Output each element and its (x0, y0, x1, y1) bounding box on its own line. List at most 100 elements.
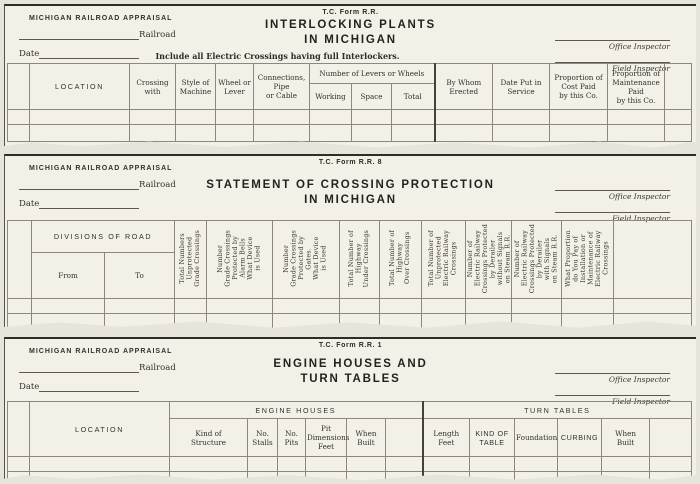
empty-cell (492, 109, 551, 125)
col-proportion-maintenance: Proportion of Maintenance Paid by this C… (607, 63, 666, 110)
col-crossings-protected-alarm-bells: Number Grade Crossings Protected by Alar… (206, 220, 274, 299)
form-title: INTERLOCKING PLANTS IN MICHIGAN (265, 19, 436, 46)
empty-cell (514, 471, 559, 481)
empty-cell (511, 298, 563, 314)
field-inspector-line (555, 54, 670, 63)
empty-cell (215, 124, 254, 142)
col-style-of-machine: Style of Machine (175, 63, 216, 110)
form-number: T.C. Form R.R. (322, 9, 379, 16)
group-turn-tables: TURN TABLES (421, 401, 693, 419)
empty-cell (549, 109, 609, 125)
empty-cell (469, 456, 516, 472)
empty-cell (379, 313, 423, 328)
empty-cell (103, 313, 176, 328)
empty-cell (29, 109, 130, 125)
empty-cell (549, 124, 609, 142)
empty-cell (31, 298, 105, 314)
empty-cell (421, 298, 467, 314)
office-inspector-signature: Office Inspector (510, 355, 670, 384)
empty-cell (601, 471, 651, 481)
empty-cell (7, 109, 30, 125)
office-inspector-signature: Office Inspector (510, 172, 670, 201)
empty-cell (346, 471, 386, 481)
col-kind-of-table: KIND OF TABLE (469, 418, 516, 457)
empty-cell (379, 298, 423, 314)
col-from: From (31, 252, 105, 299)
col-space: Space (351, 83, 392, 110)
crossing-protection-table: DIVISIONS OF ROAD Total Numbers Unprotec… (7, 220, 693, 328)
table-row (7, 124, 693, 142)
col-by-whom-erected: By Whom Erected (433, 63, 494, 110)
corner-label: MICHIGAN RAILROAD APPRAISAL (29, 348, 173, 355)
date-field: Date (19, 49, 140, 59)
col-kind-of-structure: Kind of Structure (169, 418, 248, 457)
empty-cell (390, 109, 436, 125)
col-foundation: Foundation (514, 418, 559, 457)
empty-cell (253, 124, 310, 142)
col-total: Total (390, 83, 436, 110)
date-label: Date (19, 49, 40, 59)
col-total-unprotected-grade-crossings: Total Numbers Unprotected Grade Crossing… (174, 220, 208, 299)
col-length-feet: Length Feet (421, 418, 471, 457)
empty-cell (346, 456, 386, 472)
col-to: To (103, 252, 176, 299)
col-date-put-in-service: Date Put in Service (492, 63, 551, 110)
table-row (7, 109, 693, 125)
empty-cell (557, 456, 603, 472)
empty-cell (351, 109, 392, 125)
col-location: LOCATION (29, 401, 170, 457)
railroad-blank-line (19, 181, 139, 190)
empty-cell (561, 298, 615, 314)
empty-cell (384, 471, 424, 481)
empty-cell (514, 456, 559, 472)
empty-cell (7, 298, 32, 314)
empty-cell (607, 124, 666, 142)
blank-column-header (613, 220, 693, 299)
date-blank-line (39, 200, 140, 209)
empty-cell (206, 298, 274, 314)
col-no-stalls: No. Stalls (247, 418, 278, 457)
empty-cell (465, 313, 513, 328)
group-divisions-of-road: DIVISIONS OF ROAD (30, 220, 176, 253)
empty-cell (649, 456, 693, 472)
empty-cell (215, 109, 254, 125)
office-inspector-line (555, 182, 670, 191)
empty-cell (351, 124, 392, 142)
group-engine-houses: ENGINE HOUSES (168, 401, 424, 419)
blank-column-header (664, 63, 693, 110)
empty-cell (601, 456, 651, 472)
railroad-label: Railroad (139, 180, 176, 190)
col-crossings-protected-gates: Number Grade Crossings Protected by Gate… (272, 220, 341, 299)
form-crossing-protection: MICHIGAN RAILROAD APPRAISAL Railroad Dat… (4, 154, 696, 328)
blank-column-header (384, 418, 424, 457)
railroad-label: Railroad (139, 30, 176, 40)
col-derailer-without-signals: Number of Electric Railway Crossings Pro… (465, 220, 513, 299)
empty-cell (561, 313, 615, 328)
blank-column-header (649, 418, 693, 457)
empty-cell (277, 456, 306, 472)
empty-cell (421, 313, 467, 328)
empty-cell (421, 456, 471, 472)
empty-cell (272, 298, 341, 314)
empty-cell (31, 313, 105, 328)
form-title: STATEMENT OF CROSSING PROTECTION IN MICH… (206, 179, 495, 206)
empty-cell (664, 124, 693, 142)
interlocking-plants-table: LOCATION Crossing with Style of Machine … (7, 63, 693, 142)
group-levers-or-wheels: Number of Levers or Wheels (308, 63, 436, 84)
col-highway-over-crossings: Total Number of Highway Over Crossings (379, 220, 423, 299)
date-blank-line (39, 383, 140, 392)
col-wheel-or-lever: Wheel or Lever (215, 63, 254, 110)
col-highway-under-crossings: Total Number of Highway Under Crossings (339, 220, 381, 299)
office-inspector-line (555, 365, 670, 374)
date-blank-line (39, 50, 140, 59)
col-derailer-with-signals: Number of Electric Railway Crossings Pro… (511, 220, 563, 299)
date-label: Date (19, 199, 40, 209)
empty-cell (649, 471, 693, 481)
corner-label: MICHIGAN RAILROAD APPRAISAL (29, 165, 173, 172)
empty-cell (511, 313, 563, 328)
empty-cell (277, 471, 306, 481)
table-row (7, 298, 693, 314)
date-label: Date (19, 382, 40, 392)
empty-cell (607, 109, 666, 125)
date-field: Date (19, 199, 140, 209)
